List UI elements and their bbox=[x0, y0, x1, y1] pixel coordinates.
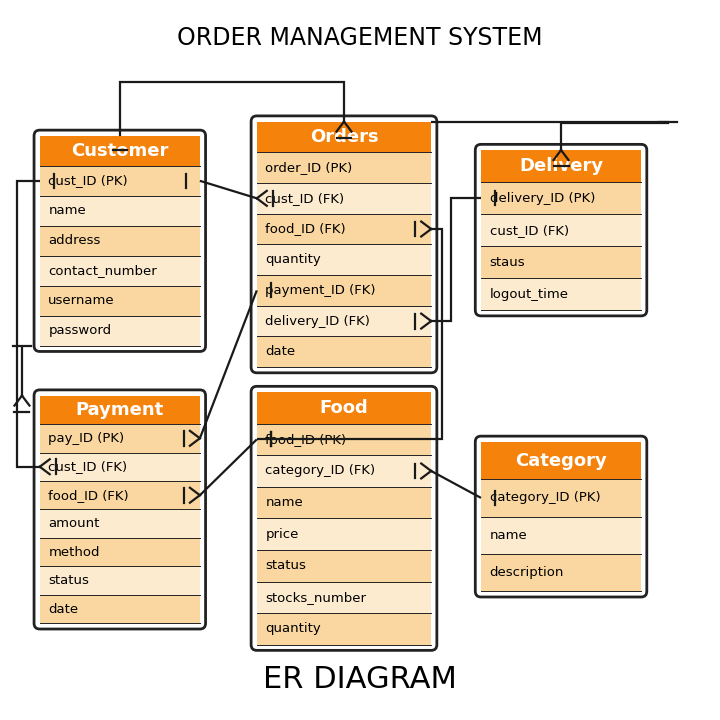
Text: description: description bbox=[490, 566, 564, 579]
FancyBboxPatch shape bbox=[40, 395, 200, 424]
Bar bbox=[257, 275, 431, 306]
Text: logout_time: logout_time bbox=[490, 288, 569, 301]
Bar bbox=[257, 183, 431, 214]
Bar bbox=[481, 182, 641, 214]
Text: delivery_ID (FK): delivery_ID (FK) bbox=[266, 315, 370, 328]
Bar bbox=[257, 306, 431, 336]
Bar bbox=[257, 487, 431, 518]
Bar bbox=[257, 550, 431, 582]
Bar bbox=[257, 244, 431, 275]
FancyBboxPatch shape bbox=[481, 182, 641, 310]
Bar bbox=[40, 286, 200, 316]
FancyBboxPatch shape bbox=[481, 480, 641, 591]
Text: pay_ID (PK): pay_ID (PK) bbox=[48, 432, 125, 445]
FancyBboxPatch shape bbox=[257, 153, 431, 367]
Text: price: price bbox=[266, 528, 299, 541]
Bar bbox=[257, 336, 431, 367]
Bar bbox=[40, 226, 200, 256]
Text: Payment: Payment bbox=[76, 401, 164, 419]
Bar bbox=[257, 423, 431, 455]
Bar bbox=[481, 554, 641, 591]
Text: date: date bbox=[48, 603, 78, 616]
Bar bbox=[481, 246, 641, 278]
Text: address: address bbox=[48, 234, 101, 247]
Text: Food: Food bbox=[320, 399, 369, 417]
Text: contact_number: contact_number bbox=[48, 264, 157, 277]
Bar bbox=[40, 196, 200, 226]
Text: Customer: Customer bbox=[71, 142, 168, 160]
Text: ORDER MANAGEMENT SYSTEM: ORDER MANAGEMENT SYSTEM bbox=[177, 25, 543, 50]
Text: status: status bbox=[266, 559, 306, 572]
Text: status: status bbox=[48, 574, 89, 587]
Bar bbox=[257, 518, 431, 550]
Text: name: name bbox=[490, 528, 527, 541]
FancyBboxPatch shape bbox=[481, 150, 641, 182]
Bar bbox=[481, 516, 641, 554]
FancyBboxPatch shape bbox=[257, 122, 431, 153]
Text: cust_ID (PK): cust_ID (PK) bbox=[48, 174, 128, 187]
Text: stocks_number: stocks_number bbox=[266, 591, 366, 604]
Text: category_ID (FK): category_ID (FK) bbox=[266, 464, 375, 477]
Bar bbox=[257, 613, 431, 644]
Text: cust_ID (FK): cust_ID (FK) bbox=[490, 224, 569, 237]
Bar bbox=[40, 424, 200, 452]
Text: delivery_ID (PK): delivery_ID (PK) bbox=[490, 192, 595, 204]
Text: payment_ID (FK): payment_ID (FK) bbox=[266, 284, 376, 297]
Bar bbox=[40, 256, 200, 286]
Text: Category: Category bbox=[516, 451, 607, 469]
Bar bbox=[40, 166, 200, 196]
Bar bbox=[40, 316, 200, 346]
Text: ER DIAGRAM: ER DIAGRAM bbox=[263, 665, 457, 695]
FancyBboxPatch shape bbox=[257, 392, 431, 423]
Bar bbox=[257, 214, 431, 244]
Text: staus: staus bbox=[490, 256, 525, 269]
Text: Orders: Orders bbox=[310, 128, 378, 146]
FancyBboxPatch shape bbox=[481, 442, 641, 480]
Text: name: name bbox=[48, 204, 86, 217]
Text: quantity: quantity bbox=[266, 253, 321, 266]
Text: category_ID (PK): category_ID (PK) bbox=[490, 491, 600, 505]
FancyBboxPatch shape bbox=[40, 166, 200, 346]
Text: Delivery: Delivery bbox=[519, 157, 603, 175]
Bar bbox=[481, 214, 641, 246]
FancyBboxPatch shape bbox=[40, 136, 200, 166]
Bar bbox=[40, 567, 200, 595]
Bar bbox=[481, 278, 641, 310]
Text: method: method bbox=[48, 546, 100, 559]
Bar bbox=[257, 153, 431, 183]
Text: quantity: quantity bbox=[266, 622, 321, 635]
FancyBboxPatch shape bbox=[40, 424, 200, 624]
Text: food_ID (FK): food_ID (FK) bbox=[48, 489, 129, 502]
Bar bbox=[257, 582, 431, 613]
FancyBboxPatch shape bbox=[257, 423, 431, 644]
Bar bbox=[40, 481, 200, 510]
Text: order_ID (PK): order_ID (PK) bbox=[266, 161, 353, 174]
Text: food_ID (FK): food_ID (FK) bbox=[266, 222, 346, 235]
Text: food_ID (PK): food_ID (PK) bbox=[266, 433, 346, 446]
Text: password: password bbox=[48, 324, 112, 337]
Text: username: username bbox=[48, 294, 115, 307]
Text: date: date bbox=[266, 346, 295, 359]
Bar bbox=[40, 510, 200, 538]
Text: amount: amount bbox=[48, 517, 99, 530]
Text: name: name bbox=[266, 496, 303, 509]
Bar bbox=[40, 452, 200, 481]
Text: cust_ID (FK): cust_ID (FK) bbox=[266, 192, 344, 204]
Bar bbox=[257, 455, 431, 487]
Bar bbox=[40, 595, 200, 624]
Text: cust_ID (FK): cust_ID (FK) bbox=[48, 460, 127, 473]
Bar bbox=[40, 538, 200, 567]
Bar bbox=[481, 480, 641, 516]
